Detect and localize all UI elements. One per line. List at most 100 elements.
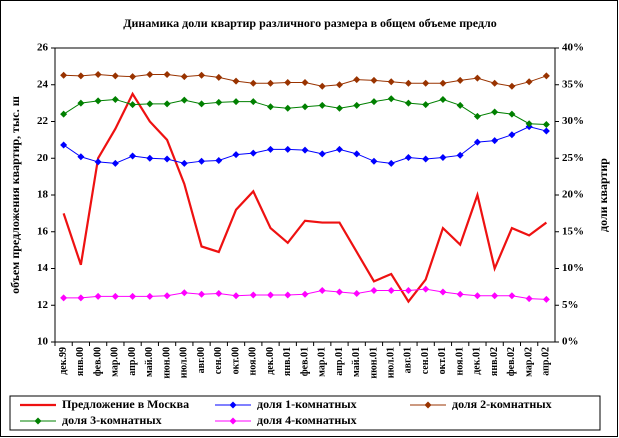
- x-tick-label: янв.01: [282, 347, 293, 376]
- legend-label: доля 3-комнатных: [62, 413, 162, 427]
- y-tick-label: 12: [37, 299, 49, 311]
- marker: [60, 294, 68, 302]
- legend-marker: [34, 417, 42, 425]
- x-tick-label: июн.01: [368, 347, 379, 379]
- legend-label: доля 2-комнатных: [452, 397, 552, 411]
- marker: [491, 137, 499, 145]
- x-tick-label: мар.01: [317, 347, 328, 377]
- y2-tick-label: 0%: [562, 336, 579, 348]
- marker: [180, 159, 188, 167]
- marker: [77, 99, 85, 107]
- marker: [180, 73, 188, 81]
- marker: [439, 79, 447, 87]
- marker: [318, 287, 326, 295]
- marker: [94, 97, 102, 105]
- marker: [439, 154, 447, 162]
- marker: [422, 79, 430, 87]
- marker: [318, 150, 326, 158]
- x-tick-label: окт.01: [437, 347, 448, 374]
- y-tick-label: 14: [37, 262, 49, 274]
- y-tick-label: 16: [37, 225, 49, 237]
- marker: [318, 101, 326, 109]
- marker: [111, 292, 119, 300]
- y2-tick-label: 30%: [562, 115, 584, 127]
- marker: [111, 95, 119, 103]
- marker: [129, 73, 137, 81]
- legend-label: доля 1-комнатных: [257, 397, 357, 411]
- marker: [508, 110, 516, 118]
- marker: [404, 79, 412, 87]
- marker: [249, 79, 257, 87]
- marker: [284, 145, 292, 153]
- marker: [491, 108, 499, 116]
- marker: [542, 127, 550, 135]
- marker: [542, 120, 550, 128]
- marker: [198, 157, 206, 165]
- x-tick-label: янв.02: [489, 347, 500, 376]
- x-tick-label: мар.02: [523, 347, 534, 377]
- x-tick-label: сен.01: [420, 347, 431, 374]
- marker: [94, 158, 102, 166]
- marker: [353, 76, 361, 84]
- legend-label: Предложение в Москва: [62, 397, 189, 411]
- plot-area: [54, 47, 556, 343]
- marker: [542, 72, 550, 80]
- x-tick-label: дек.00: [265, 347, 276, 375]
- marker: [422, 285, 430, 293]
- marker: [473, 292, 481, 300]
- marker: [301, 146, 309, 154]
- marker: [180, 96, 188, 104]
- marker: [60, 110, 68, 118]
- marker: [335, 288, 343, 296]
- y2-tick-label: 25%: [562, 152, 584, 164]
- x-tick-label: апр.00: [127, 347, 138, 376]
- x-tick-label: июл.00: [179, 347, 190, 378]
- marker: [353, 101, 361, 109]
- marker: [129, 292, 137, 300]
- legend-marker: [424, 401, 432, 409]
- y-axis-label: объем предложения квартир, тыс. ш: [8, 96, 22, 294]
- marker: [163, 100, 171, 108]
- marker: [525, 120, 533, 128]
- marker: [232, 98, 240, 106]
- marker: [335, 145, 343, 153]
- marker: [267, 79, 275, 87]
- marker: [335, 104, 343, 112]
- marker: [111, 72, 119, 80]
- marker: [456, 151, 464, 159]
- legend-marker: [229, 401, 237, 409]
- marker: [163, 70, 171, 78]
- x-tick-label: июн.00: [161, 347, 172, 379]
- marker: [491, 79, 499, 87]
- marker: [318, 82, 326, 90]
- marker: [439, 288, 447, 296]
- marker: [198, 290, 206, 298]
- x-tick-label: апр.01: [334, 347, 345, 376]
- marker: [370, 76, 378, 84]
- marker: [422, 101, 430, 109]
- marker: [422, 155, 430, 163]
- marker: [508, 131, 516, 139]
- marker: [284, 291, 292, 299]
- marker: [370, 157, 378, 165]
- marker: [267, 145, 275, 153]
- marker: [129, 152, 137, 160]
- y2-tick-label: 5%: [562, 299, 579, 311]
- marker: [94, 70, 102, 78]
- marker: [525, 78, 533, 86]
- marker: [473, 138, 481, 146]
- legend-label: доля 4-комнатных: [257, 413, 357, 427]
- marker: [456, 76, 464, 84]
- x-tick-label: авг.00: [196, 347, 207, 373]
- marker: [215, 73, 223, 81]
- y-tick-label: 18: [37, 189, 49, 201]
- y2-tick-label: 10%: [562, 262, 584, 274]
- x-tick-label: сен.00: [213, 347, 224, 374]
- marker: [491, 292, 499, 300]
- marker: [508, 292, 516, 300]
- marker: [284, 79, 292, 87]
- marker: [335, 81, 343, 89]
- y-tick-label: 22: [37, 115, 49, 127]
- marker: [232, 77, 240, 85]
